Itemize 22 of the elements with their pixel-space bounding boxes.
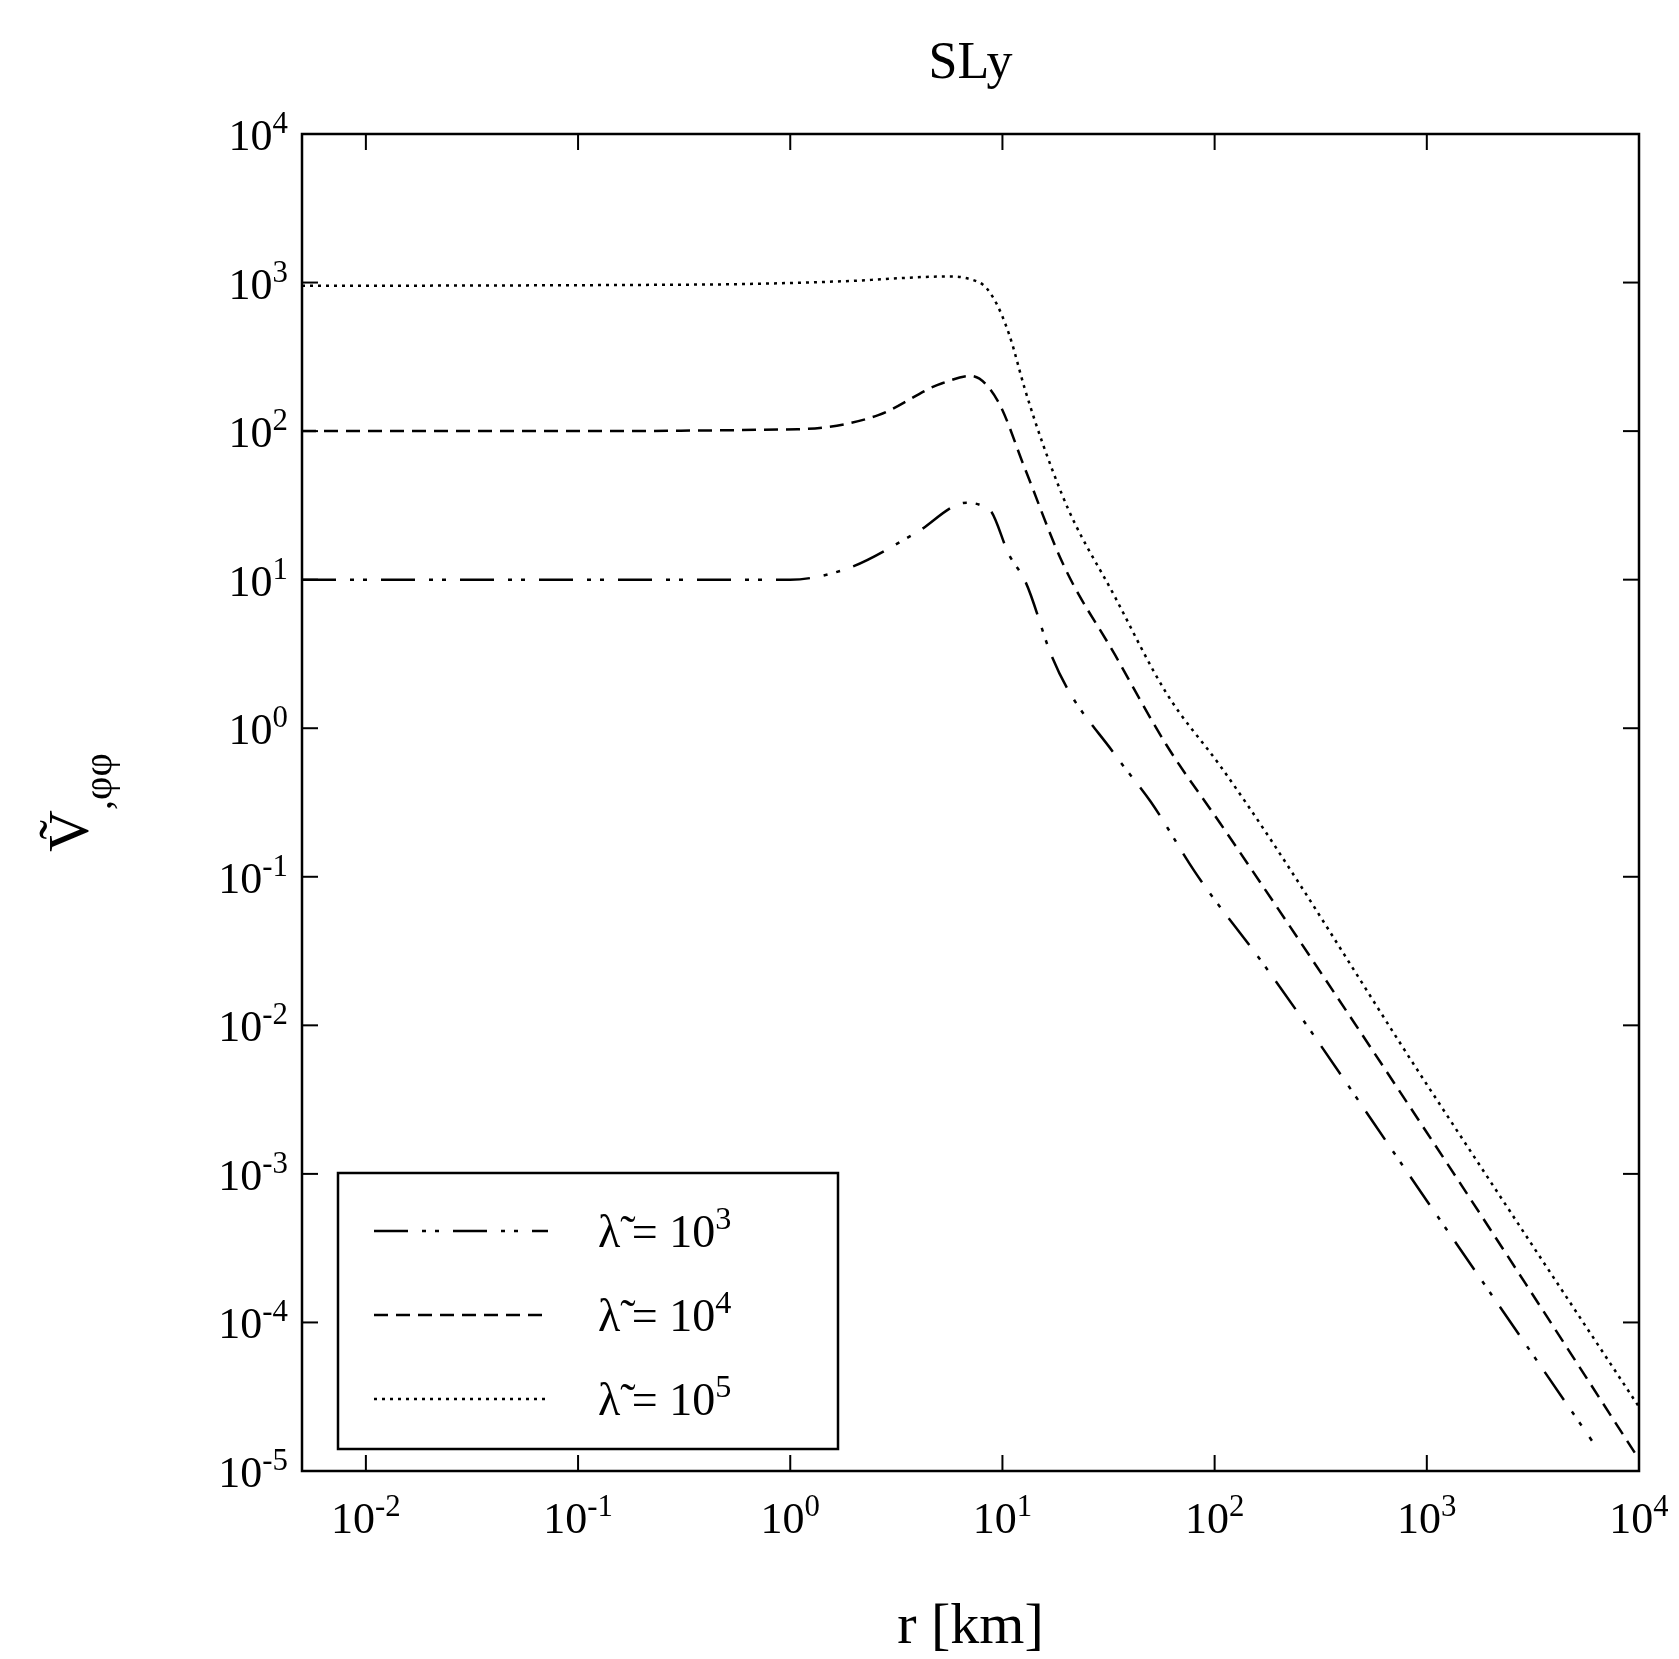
x-tick-label: 10$^{0}$ [760, 1489, 820, 1543]
x-tick-label: 10$^{2}$ [1184, 1489, 1245, 1543]
x-tick-label: 10$^{4}$ [1609, 1489, 1669, 1543]
y-tick-label: 10$^{-4}$ [218, 1294, 288, 1349]
y-tick-label: 10$^{0}$ [228, 700, 288, 755]
legend-label: λ̃ = 10$^{4}$ [598, 1284, 732, 1341]
y-tick-label: 10$^{2}$ [228, 403, 288, 458]
y-tick-label: 10$^{1}$ [228, 551, 288, 606]
x-axis-title: r [km] [897, 1591, 1044, 1656]
x-tick-label: 10$^{3}$ [1397, 1489, 1457, 1543]
y-tick-label: 10$^{3}$ [228, 254, 288, 309]
y-tick-label: 10$^{-5}$ [218, 1443, 288, 1497]
y-tick-label: 10$^{-1}$ [218, 848, 288, 903]
x-tick-label: 10$^{-2}$ [331, 1489, 401, 1543]
x-tick-label: 10$^{-1}$ [543, 1489, 613, 1543]
y-tick-label: 10$^{4}$ [228, 106, 288, 160]
legend-label: λ̃ = 10$^{3}$ [598, 1200, 732, 1257]
chart-title: SLy [928, 32, 1013, 89]
legend-label: λ̃ = 10$^{5}$ [598, 1368, 732, 1425]
y-tick-label: 10$^{-2}$ [218, 997, 288, 1052]
x-tick-label: 10$^{1}$ [972, 1489, 1033, 1543]
y-tick-label: 10$^{-3}$ [218, 1145, 288, 1200]
